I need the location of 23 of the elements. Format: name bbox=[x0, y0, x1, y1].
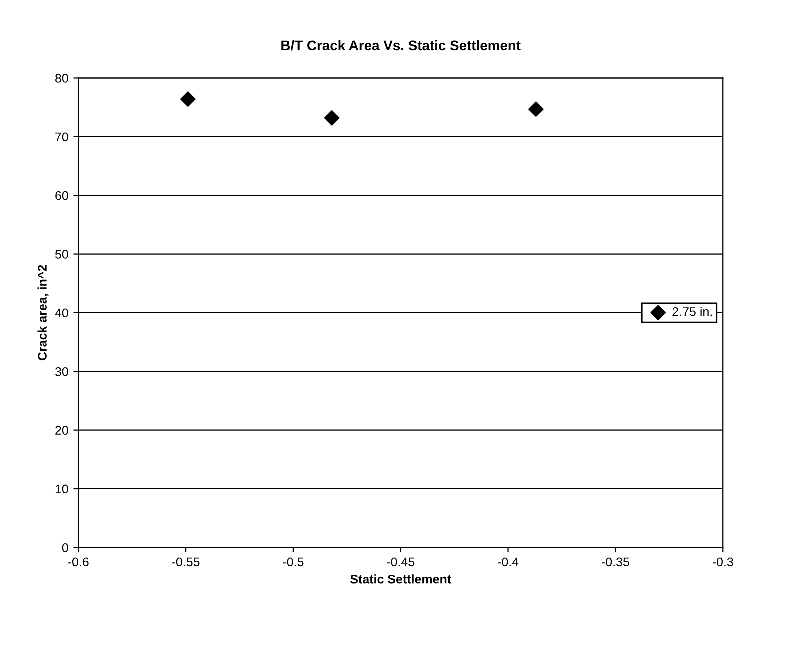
x-tick-label: -0.45 bbox=[387, 558, 415, 567]
y-tick-label: 40 bbox=[55, 308, 68, 318]
x-tick-label: -0.55 bbox=[172, 558, 200, 567]
x-tick-label: -0.6 bbox=[68, 558, 89, 567]
legend-label: 2.75 in. bbox=[672, 307, 712, 316]
y-tick-label: 70 bbox=[56, 132, 68, 142]
point bbox=[528, 102, 544, 117]
x-axis-title: Static Settlement bbox=[350, 574, 452, 584]
x-tick-label: -0.35 bbox=[602, 558, 630, 567]
y-tick-label: 30 bbox=[55, 367, 68, 376]
y-tick-label: 20 bbox=[56, 426, 68, 435]
y-tick-label: 10 bbox=[56, 484, 68, 494]
point bbox=[324, 110, 340, 126]
x-tick-label: -0.5 bbox=[283, 558, 304, 567]
y-tick-label: 60 bbox=[56, 191, 68, 200]
point bbox=[180, 92, 196, 108]
y-tick-label: 50 bbox=[55, 250, 68, 259]
x-tick-label: -0.3 bbox=[712, 558, 734, 567]
y-tick-label: 80 bbox=[56, 74, 68, 83]
y-tick-label: 0 bbox=[62, 543, 68, 552]
x-tick-label: -0.4 bbox=[498, 558, 519, 567]
y-axis-title: Crack area, in^2 bbox=[38, 265, 49, 361]
chart-title: B/T Crack Area Vs. Static Settlement bbox=[282, 40, 521, 51]
